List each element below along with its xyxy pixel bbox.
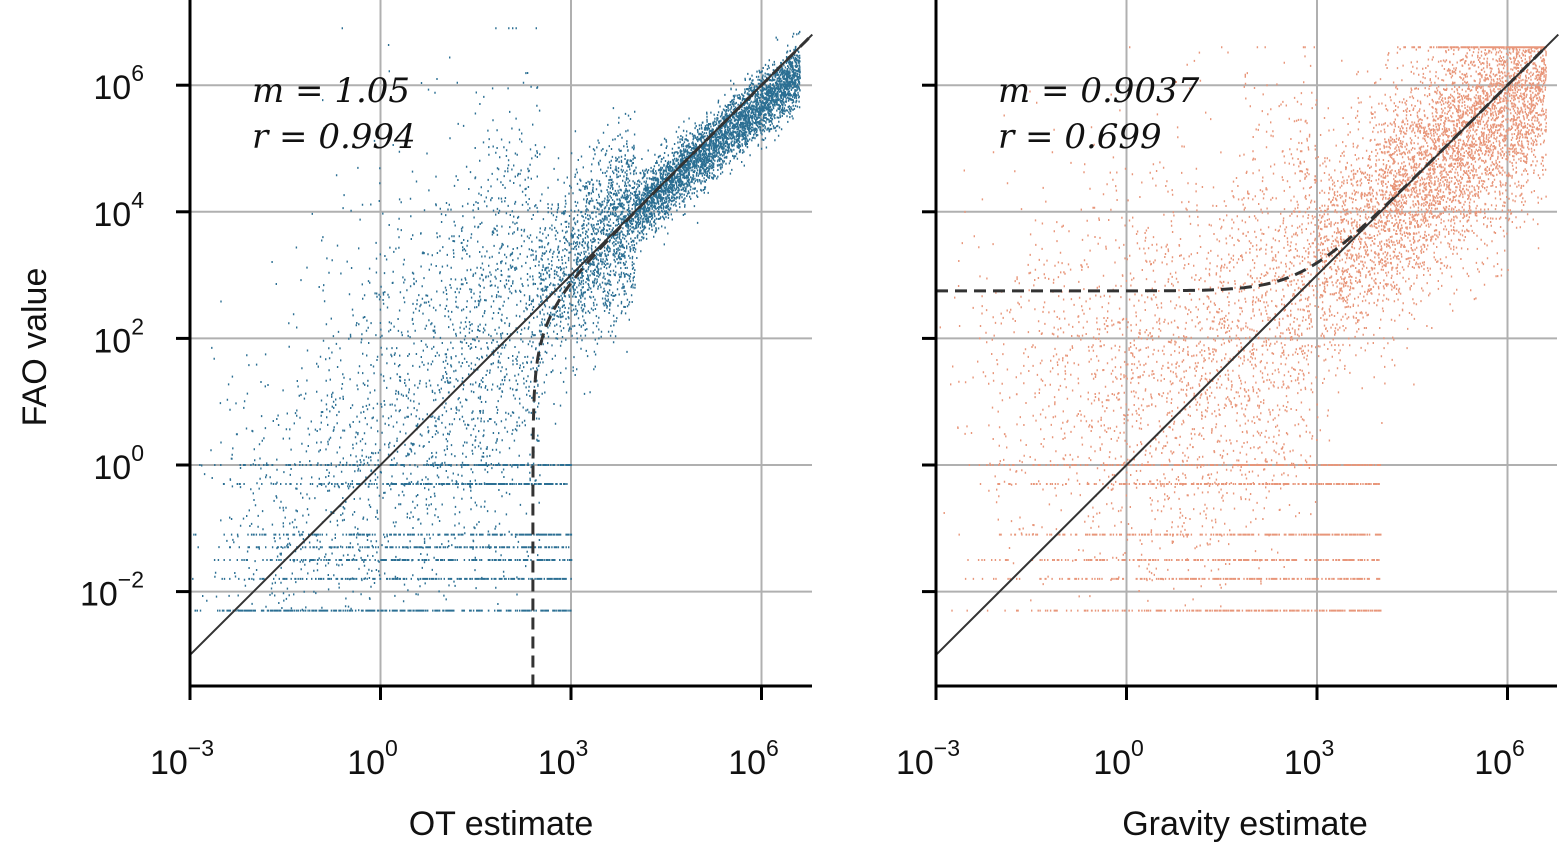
x-tick-label: 10−3 <box>896 735 960 782</box>
panel-ot: 10−3 100 103 106 10−2 100 102 104 106 m = 1.05 r… <box>16 0 814 843</box>
slope-annotation-ot: m = 1.05 <box>252 71 410 111</box>
fit-curve <box>531 33 814 687</box>
x-tick-label: 100 <box>1093 735 1144 782</box>
correlation-annotation-gravity: r = 0.699 <box>998 117 1162 157</box>
x-axis-label-ot: OT estimate <box>409 805 594 843</box>
reference-lines-gravity <box>935 33 1560 656</box>
ticks-gravity: 10−3 100 103 106 <box>896 83 1525 782</box>
y-tick-label: 10−2 <box>80 567 144 614</box>
scatter-markers <box>192 27 801 612</box>
x-tick-label: 10−3 <box>150 735 214 782</box>
scatter-points-ot <box>192 27 801 612</box>
y-tick-label: 104 <box>93 187 144 234</box>
panel-gravity: 10−3 100 103 106 m = 0.9037 r = 0.699 Gravi… <box>896 0 1560 843</box>
correlation-annotation-ot: r = 0.994 <box>252 117 416 157</box>
reference-lines-ot <box>189 33 814 687</box>
slope-annotation-gravity: m = 0.9037 <box>998 71 1200 111</box>
ticks-ot: 10−3 100 103 106 10−2 100 102 104 106 <box>80 60 779 782</box>
x-tick-label: 100 <box>347 735 398 782</box>
y-tick-label: 100 <box>93 440 144 487</box>
fit-curve <box>936 46 1547 293</box>
axes-gravity <box>934 0 1557 688</box>
y-tick-label: 106 <box>93 60 144 107</box>
x-axis-label-gravity: Gravity estimate <box>1122 805 1368 843</box>
x-tick-label: 103 <box>1284 735 1335 782</box>
x-tick-label: 106 <box>728 735 779 782</box>
x-tick-label: 106 <box>1474 735 1525 782</box>
y-tick-label: 102 <box>93 313 144 360</box>
axes-ot <box>188 0 812 688</box>
x-tick-label: 103 <box>538 735 589 782</box>
y-axis-label: FAO value <box>16 268 54 427</box>
